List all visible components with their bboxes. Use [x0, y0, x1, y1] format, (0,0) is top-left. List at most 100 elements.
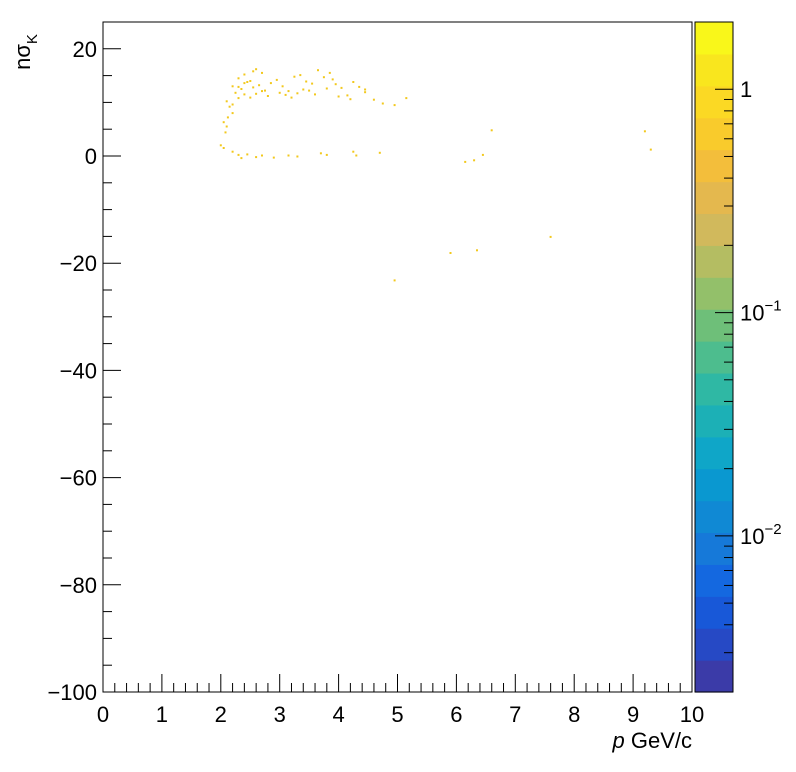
- data-point: [325, 87, 328, 90]
- colorbar-band: [695, 468, 733, 502]
- colorbar-label-exponent: −2: [764, 521, 781, 538]
- colorbar-label: 1: [740, 77, 752, 102]
- colorbar: 110−110−2: [694, 21, 782, 693]
- data-point: [261, 71, 263, 74]
- x-tick-label: 3: [274, 702, 286, 727]
- data-point: [449, 252, 452, 254]
- data-point: [240, 157, 243, 160]
- data-point: [299, 74, 302, 77]
- data-point: [226, 116, 229, 119]
- data-point: [243, 73, 246, 76]
- colorbar-band: [695, 564, 733, 597]
- data-point: [328, 71, 331, 74]
- data-point: [364, 91, 367, 94]
- data-point: [643, 130, 646, 133]
- data-point: [225, 100, 228, 103]
- data-point: [331, 78, 334, 81]
- colorbar-band: [695, 404, 733, 438]
- data-point: [393, 104, 396, 107]
- data-point: [261, 154, 263, 157]
- data-point: [346, 94, 349, 97]
- y-tick-label: 0: [85, 144, 97, 169]
- y-tick-label: −100: [47, 680, 97, 705]
- colorbar-band: [695, 245, 733, 278]
- data-point: [325, 153, 328, 156]
- x-tick-label: 7: [509, 702, 521, 727]
- colorbar-label-exponent: −1: [764, 298, 781, 315]
- colorbar-band: [695, 436, 733, 470]
- data-point: [405, 97, 408, 100]
- data-point: [490, 129, 493, 132]
- data-point: [290, 96, 293, 99]
- data-point: [237, 85, 240, 88]
- x-tick-label: 8: [568, 702, 580, 727]
- data-point: [296, 92, 299, 95]
- data-point: [287, 154, 290, 157]
- colorbar-band: [695, 149, 733, 183]
- colorbar-band: [695, 532, 733, 565]
- data-point: [246, 153, 249, 156]
- data-point: [464, 160, 467, 163]
- x-tick-label: 10: [680, 702, 704, 727]
- colorbar-band: [695, 341, 733, 374]
- data-point: [237, 97, 240, 100]
- data-point: [275, 78, 278, 81]
- data-point: [284, 93, 287, 96]
- colorbar-frame: [694, 21, 734, 693]
- colorbar-label: 10−2: [740, 521, 782, 549]
- data-point: [364, 88, 367, 91]
- data-point: [355, 154, 358, 157]
- colorbar-band: [695, 85, 733, 119]
- y-axis-title-base: nσ: [10, 44, 35, 70]
- data-point: [231, 112, 234, 115]
- x-axis: 0 1 2 3 4 5 6 7 8 9 10: [97, 674, 704, 727]
- data-point: [240, 88, 243, 90]
- plot-area: [102, 21, 693, 693]
- y-tick-label: 20: [73, 37, 97, 62]
- data-point: [293, 75, 296, 78]
- data-point: [237, 153, 240, 156]
- y-axis-title: nσK: [10, 34, 41, 70]
- data-point: [340, 86, 343, 89]
- colorbar-band: [695, 628, 733, 661]
- data-point: [231, 150, 234, 153]
- data-point: [305, 80, 308, 83]
- data-point: [302, 88, 305, 91]
- y-axis-title-sub: K: [24, 34, 41, 44]
- x-tick-label: 5: [391, 702, 403, 727]
- data-point: [234, 91, 237, 94]
- colorbar-band: [695, 53, 733, 87]
- data-point: [337, 95, 340, 98]
- data-point: [222, 147, 225, 149]
- data-point: [319, 152, 322, 155]
- colorbar-band: [695, 22, 733, 55]
- plot-frame: [102, 21, 693, 693]
- data-point: [261, 90, 263, 93]
- x-tick-label: 9: [627, 702, 639, 727]
- colorbar-label-base: 1: [740, 77, 752, 102]
- y-tick-label: −60: [60, 466, 97, 491]
- data-point: [378, 151, 381, 154]
- data-point: [476, 249, 478, 252]
- data-point: [314, 93, 316, 96]
- data-point: [228, 105, 231, 108]
- data-point: [334, 83, 337, 86]
- data-point: [246, 81, 249, 83]
- data-point: [296, 155, 299, 158]
- colorbar-band: [695, 372, 733, 406]
- data-point: [272, 156, 275, 159]
- x-axis-title: p GeV/c: [612, 728, 693, 753]
- data-point: [311, 82, 314, 85]
- colorbar-band: [695, 277, 733, 310]
- data-point: [249, 80, 252, 82]
- colorbar-label-base: 10: [740, 301, 764, 326]
- data-point: [322, 76, 325, 79]
- colorbar-label: 10−1: [740, 298, 782, 326]
- data-point: [225, 125, 228, 128]
- data-point: [231, 85, 234, 88]
- data-point: [243, 93, 246, 96]
- data-point: [264, 89, 266, 92]
- data-point: [358, 85, 361, 88]
- y-tick-label: −40: [60, 358, 97, 383]
